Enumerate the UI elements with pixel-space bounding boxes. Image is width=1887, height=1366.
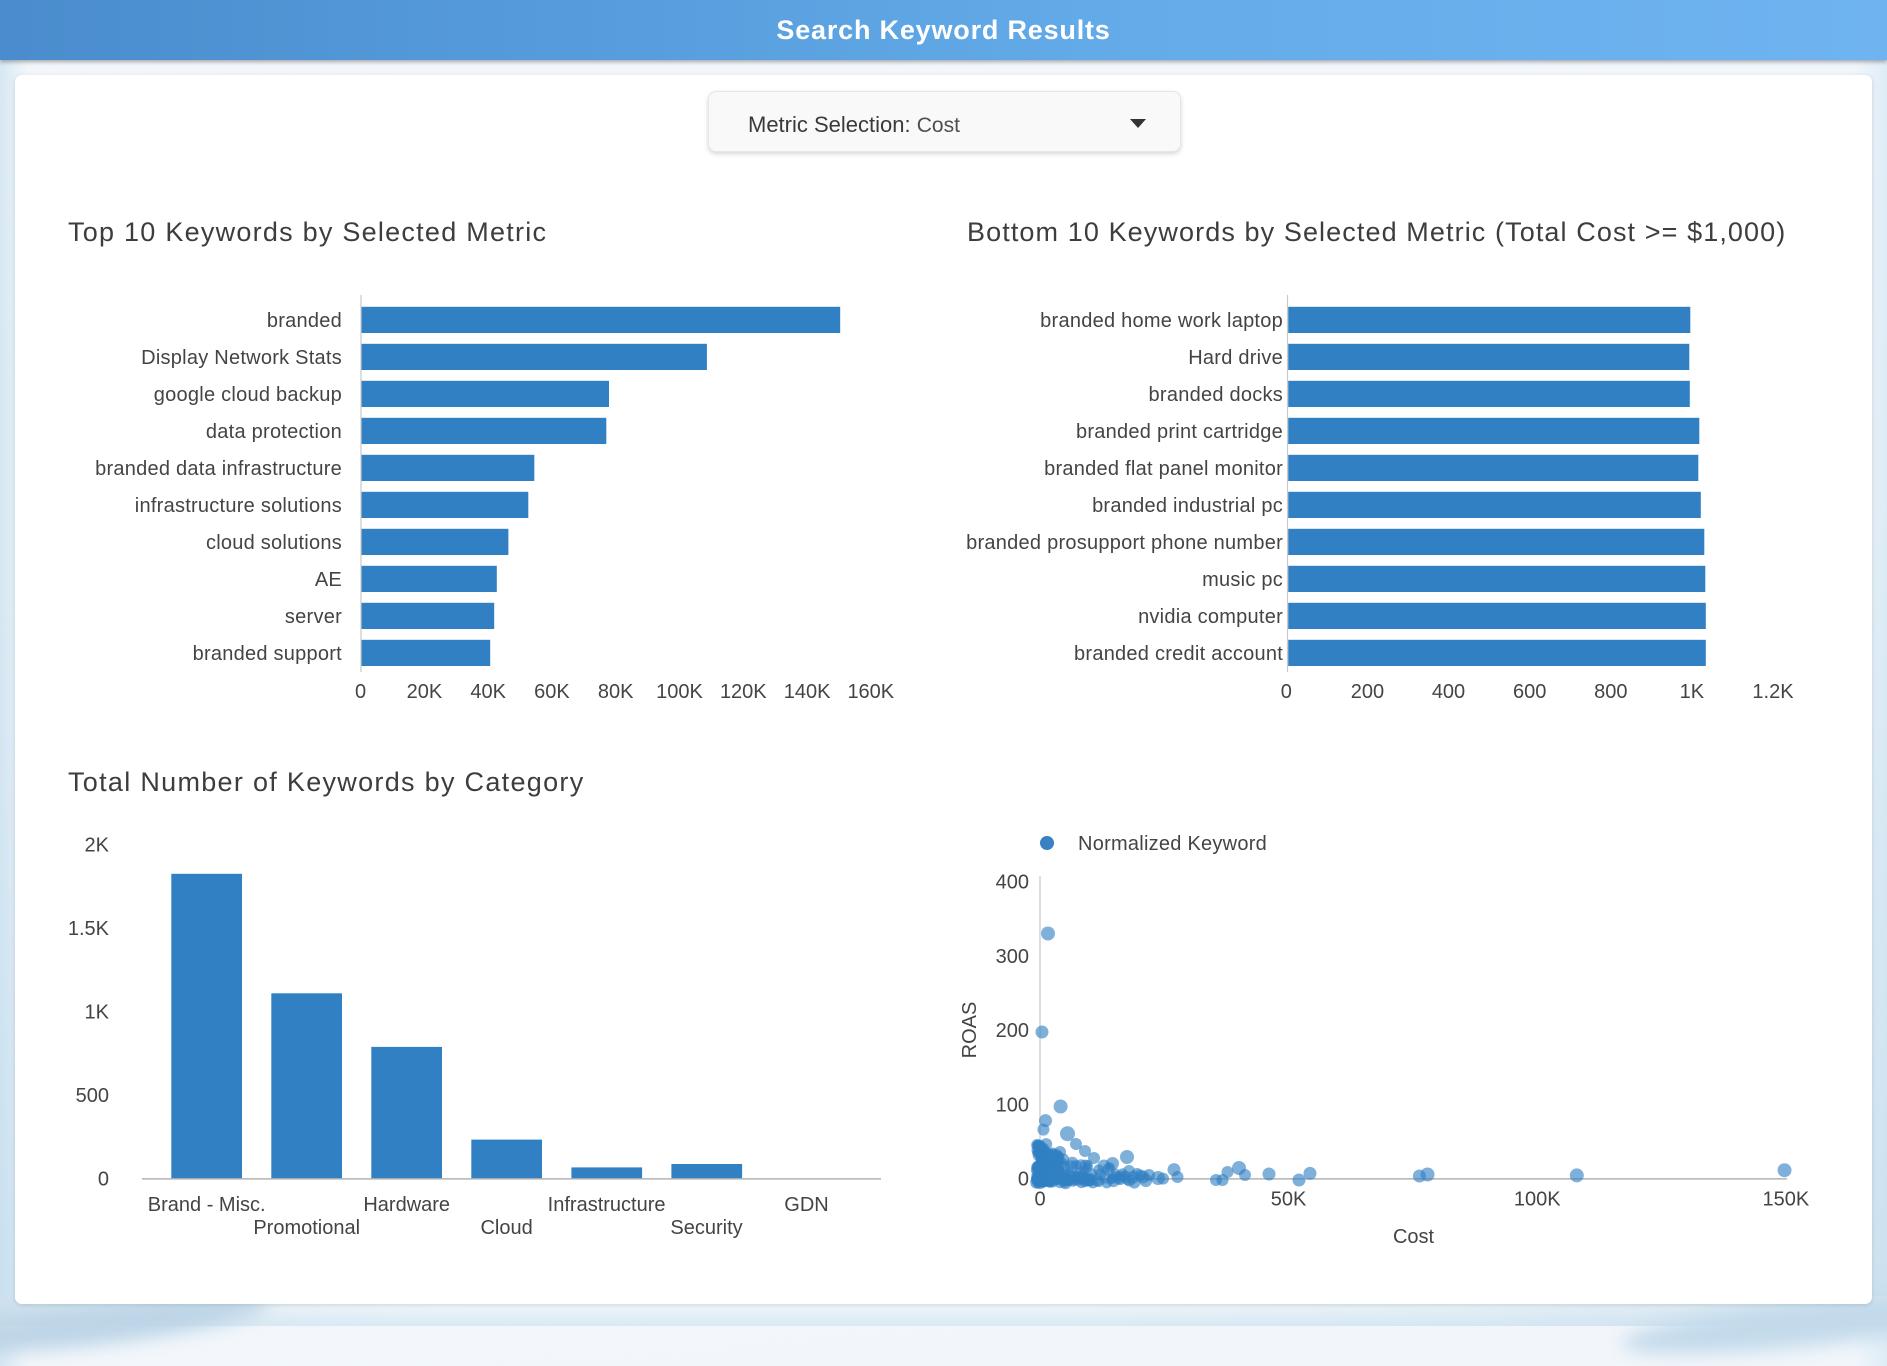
svg-text:400: 400 (996, 872, 1029, 894)
svg-text:branded support: branded support (193, 643, 343, 665)
svg-text:branded flat panel monitor: branded flat panel monitor (1044, 458, 1283, 480)
svg-text:Infrastructure: Infrastructure (548, 1194, 666, 1216)
svg-text:Brand - Misc.: Brand - Misc. (148, 1194, 266, 1216)
svg-text:google cloud backup: google cloud backup (154, 384, 342, 406)
svg-text:300: 300 (996, 946, 1029, 968)
svg-text:branded industrial pc: branded industrial pc (1092, 495, 1283, 517)
svg-text:infrastructure solutions: infrastructure solutions (135, 495, 342, 517)
svg-text:0: 0 (355, 681, 366, 703)
svg-text:Display Network Stats: Display Network Stats (141, 347, 342, 369)
svg-text:branded: branded (267, 310, 342, 332)
svg-text:server: server (285, 606, 342, 628)
svg-text:music pc: music pc (1202, 569, 1283, 591)
svg-text:Normalized Keyword: Normalized Keyword (1078, 833, 1267, 855)
svg-text:0: 0 (1018, 1169, 1029, 1191)
svg-text:Bottom 10 Keywords by Selected: Bottom 10 Keywords by Selected Metric (T… (967, 217, 1786, 247)
svg-text:1K: 1K (85, 1002, 110, 1024)
svg-text:ROAS: ROAS (959, 1002, 981, 1059)
svg-text:0: 0 (98, 1169, 109, 1191)
svg-text:branded home work laptop: branded home work laptop (1040, 310, 1283, 332)
svg-text:40K: 40K (470, 681, 506, 703)
svg-text:2K: 2K (85, 835, 110, 857)
svg-text:branded docks: branded docks (1149, 384, 1283, 406)
svg-text:200: 200 (1351, 681, 1384, 703)
svg-text:150K: 150K (1763, 1189, 1810, 1211)
svg-text:100K: 100K (1514, 1189, 1561, 1211)
svg-text:1.2K: 1.2K (1752, 681, 1794, 703)
svg-text:200: 200 (996, 1020, 1029, 1042)
svg-text:Hard drive: Hard drive (1188, 347, 1283, 369)
svg-text:0: 0 (1034, 1189, 1045, 1211)
svg-text:500: 500 (76, 1085, 109, 1107)
svg-text:Security: Security (670, 1217, 742, 1239)
svg-text:branded credit account: branded credit account (1074, 643, 1283, 665)
svg-text:100K: 100K (656, 681, 703, 703)
svg-text:100: 100 (996, 1095, 1029, 1117)
svg-text:60K: 60K (534, 681, 570, 703)
svg-text:600: 600 (1513, 681, 1546, 703)
svg-text:Top 10 Keywords by Selected Me: Top 10 Keywords by Selected Metric (68, 217, 547, 247)
svg-text:0: 0 (1281, 681, 1292, 703)
svg-text:1.5K: 1.5K (68, 918, 110, 940)
svg-text:50K: 50K (1271, 1189, 1307, 1211)
svg-text:Cost: Cost (1393, 1226, 1435, 1248)
svg-text:branded data infrastructure: branded data infrastructure (95, 458, 342, 480)
svg-text:Promotional: Promotional (253, 1217, 360, 1239)
svg-text:AE: AE (315, 569, 342, 591)
svg-text:Hardware: Hardware (363, 1194, 450, 1216)
svg-text:160K: 160K (847, 681, 894, 703)
svg-text:1K: 1K (1680, 681, 1705, 703)
svg-text:140K: 140K (784, 681, 831, 703)
svg-text:data protection: data protection (206, 421, 342, 443)
svg-text:cloud solutions: cloud solutions (206, 532, 342, 554)
svg-text:800: 800 (1594, 681, 1627, 703)
svg-text:80K: 80K (598, 681, 634, 703)
svg-text:GDN: GDN (784, 1194, 828, 1216)
svg-text:400: 400 (1432, 681, 1465, 703)
svg-text:20K: 20K (407, 681, 443, 703)
svg-text:nvidia computer: nvidia computer (1138, 606, 1283, 628)
svg-text:120K: 120K (720, 681, 767, 703)
svg-text:Cloud: Cloud (480, 1217, 532, 1239)
svg-text:branded print cartridge: branded print cartridge (1076, 421, 1283, 443)
svg-text:Total Number of Keywords by Ca: Total Number of Keywords by Category (68, 767, 585, 797)
svg-text:branded prosupport phone numbe: branded prosupport phone number (966, 532, 1283, 554)
